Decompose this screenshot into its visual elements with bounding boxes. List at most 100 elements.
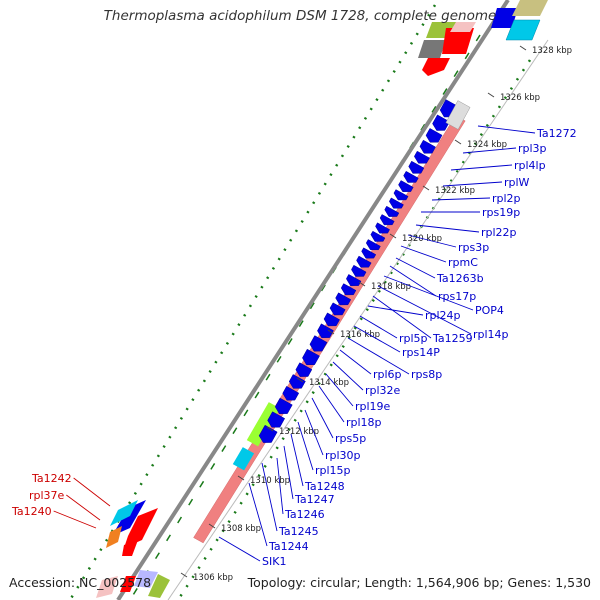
label-leader — [218, 536, 261, 562]
label-leader-red — [66, 494, 101, 521]
gene-label: rps3p — [458, 241, 489, 254]
cds-arrow — [267, 411, 286, 428]
label-leader — [347, 337, 410, 375]
label-leader — [442, 181, 503, 187]
label-leader — [325, 373, 354, 407]
gene-label: rps19p — [482, 206, 520, 219]
cds-arrow — [282, 385, 300, 401]
label-leader — [359, 315, 398, 339]
gene-label: rpl15p — [315, 464, 351, 477]
label-leader — [311, 397, 334, 439]
gene-label: rpl3p — [518, 142, 547, 155]
label-leader — [415, 224, 480, 233]
gene-label: rpl4lp — [514, 159, 546, 172]
cds-red-bottom — [124, 508, 158, 548]
gene-label: Ta1272 — [536, 127, 577, 140]
label-leader — [383, 275, 474, 311]
label-leader — [283, 445, 294, 500]
gene-label-red: Ta1240 — [11, 505, 52, 518]
tick-label: 1312 kbp — [279, 427, 319, 437]
label-leader — [477, 125, 536, 134]
tick-mark — [296, 377, 304, 383]
cds-arrow — [425, 128, 443, 143]
feature-cyan-bottom — [110, 500, 138, 526]
cds-arrow — [398, 180, 414, 192]
cds-red-bottom-3 — [120, 576, 136, 592]
accession-label: Accession: NC_002578 — [9, 575, 152, 590]
gene-label: rpl5p — [399, 332, 428, 345]
cds-arrow — [361, 247, 377, 259]
cds-arrow — [335, 292, 352, 306]
cds-arrow — [384, 205, 400, 217]
gene-label: rpl14p — [473, 328, 509, 341]
feature-pink-top — [450, 22, 476, 32]
label-leader — [261, 462, 278, 532]
gene-label: POP4 — [475, 304, 504, 317]
gene-label: rps14P — [402, 346, 440, 359]
tick-mark — [487, 92, 495, 98]
tick-mark — [422, 185, 430, 191]
label-leader — [276, 457, 284, 515]
label-leader — [339, 349, 372, 375]
feature-green-bottom — [148, 574, 170, 598]
tick-label: 1320 kbp — [402, 234, 442, 244]
cds-arrow — [419, 139, 436, 154]
label-leader — [290, 433, 304, 487]
kbp-ticks: 1306 kbp 1308 kbp 1310 kbp 1312 kbp 1314 kbp… — [180, 45, 572, 583]
label-leader — [318, 385, 345, 423]
tick-label: 1306 kbp — [193, 573, 233, 583]
gene-label: rpl6p — [373, 368, 402, 381]
label-leader — [395, 257, 436, 279]
tick-label: 1322 kbp — [435, 186, 475, 196]
tick-label: 1310 kbp — [250, 476, 290, 486]
backbone-shadow — [167, 39, 549, 600]
cds-arrow — [288, 374, 306, 389]
cds-arrow — [389, 197, 404, 209]
cds-arrow — [340, 283, 357, 296]
tick-mark — [389, 233, 397, 239]
gene-label: Ta1246 — [284, 508, 325, 521]
gene-label: Ta1248 — [304, 480, 345, 493]
label-leader-red — [53, 510, 97, 529]
feature-cyan-top — [505, 19, 541, 41]
feature-lavender — [134, 570, 158, 588]
cds-arrow — [274, 397, 293, 414]
cds-arrow — [302, 348, 320, 366]
tick-mark — [208, 523, 216, 529]
label-leader — [248, 482, 268, 547]
gene-label: rps17p — [438, 290, 476, 303]
gene-label: rplW — [504, 176, 530, 189]
tick-label: 1314 kbp — [309, 378, 349, 388]
feature-gray-top — [418, 40, 446, 58]
feature-orange — [106, 526, 122, 548]
tick-mark — [327, 329, 335, 335]
cds-arrow — [295, 362, 313, 377]
gene-label-red: rpl37e — [29, 489, 65, 502]
label-leader — [400, 245, 447, 263]
label-leader — [389, 265, 437, 297]
cds-arrow — [365, 239, 381, 251]
tick-mark — [454, 139, 462, 145]
cds-red-top-2 — [422, 58, 450, 76]
label-leader — [372, 295, 432, 339]
feature-pink-bottom — [96, 576, 118, 598]
tick-label: 1308 kbp — [221, 524, 261, 534]
gene-label: Ta1247 — [294, 493, 335, 506]
label-leader-red — [73, 477, 111, 507]
operon-segment-cyan — [232, 447, 255, 471]
gene-label: rpl30p — [325, 449, 361, 462]
cds-arrow — [393, 189, 409, 201]
label-leader — [304, 409, 324, 456]
gene-label: rpl2p — [492, 192, 521, 205]
gene-label: rpl22p — [481, 226, 517, 239]
gene-label: rpl18p — [346, 416, 382, 429]
cds-red-top-1 — [442, 28, 474, 54]
tick-label: 1318 kbp — [371, 282, 411, 292]
cds-arrow — [375, 222, 390, 234]
cds-arrow — [309, 335, 328, 352]
label-leader — [297, 421, 314, 471]
cds-arrow — [351, 264, 367, 277]
cds-arrow — [414, 150, 430, 164]
gene-label: Ta1245 — [278, 525, 319, 538]
